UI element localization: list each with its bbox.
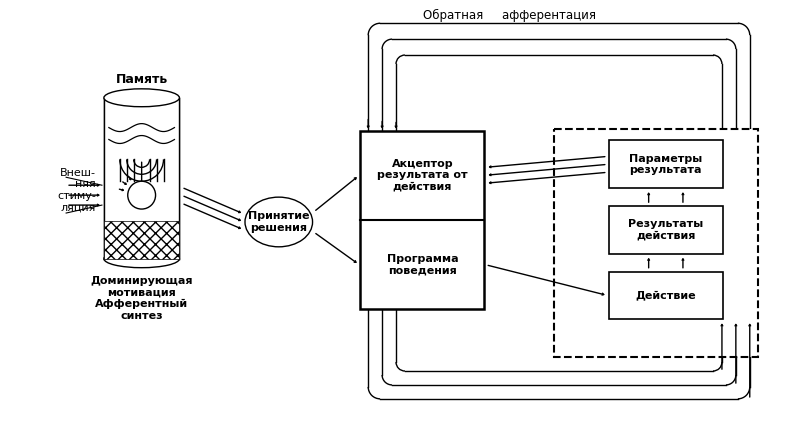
Text: Память: Память bbox=[115, 73, 168, 86]
Bar bbox=[609, 141, 723, 188]
Text: Внеш-
няя
стиму-
ляция: Внеш- няя стиму- ляция bbox=[57, 168, 96, 212]
Ellipse shape bbox=[245, 197, 313, 247]
Text: Принятие
решения: Принятие решения bbox=[248, 211, 310, 233]
Bar bbox=[609, 206, 723, 254]
Bar bbox=[104, 221, 179, 259]
Ellipse shape bbox=[104, 89, 179, 107]
Bar bbox=[104, 98, 179, 259]
Circle shape bbox=[128, 181, 155, 209]
Bar bbox=[360, 131, 485, 309]
Text: Программа
поведения: Программа поведения bbox=[386, 254, 458, 275]
Bar bbox=[554, 128, 758, 357]
Text: Обратная     афферентация: Обратная афферентация bbox=[423, 9, 596, 22]
Text: Акцептор
результата от
действия: Акцептор результата от действия bbox=[377, 159, 468, 192]
Text: Доминирующая
мотивация
Афферентный
синтез: Доминирующая мотивация Афферентный синте… bbox=[90, 276, 193, 320]
Ellipse shape bbox=[104, 250, 179, 268]
Text: Результаты
действия: Результаты действия bbox=[628, 219, 703, 241]
Text: Параметры
результата: Параметры результата bbox=[629, 153, 702, 175]
Text: Действие: Действие bbox=[635, 291, 696, 301]
Bar bbox=[609, 272, 723, 319]
